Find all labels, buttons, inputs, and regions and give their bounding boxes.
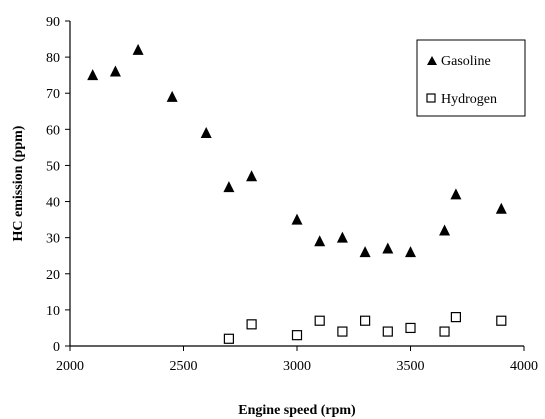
gasoline-point bbox=[439, 224, 451, 236]
y-tick-label: 0 bbox=[53, 340, 60, 355]
y-tick-label: 70 bbox=[46, 87, 60, 102]
gasoline-point bbox=[223, 181, 235, 193]
gasoline-point bbox=[359, 246, 371, 258]
hydrogen-point bbox=[439, 326, 450, 337]
gasoline-point bbox=[166, 90, 178, 102]
x-tick-label: 2500 bbox=[170, 359, 198, 374]
y-tick-label: 90 bbox=[46, 15, 60, 30]
gasoline-point bbox=[87, 69, 99, 81]
x-axis-ticks: 2000 2500 3000 3500 4000 bbox=[56, 346, 538, 374]
data-points bbox=[87, 43, 507, 344]
gasoline-point bbox=[200, 126, 212, 138]
y-tick-label: 40 bbox=[46, 196, 60, 211]
gasoline-point bbox=[405, 246, 416, 258]
legend-gasoline-marker bbox=[427, 56, 437, 65]
x-tick-label: 4000 bbox=[510, 359, 538, 374]
x-axis-title: Engine speed (rpm) bbox=[238, 403, 356, 418]
y-axis-ticks: 0 10 20 30 40 50 60 70 80 90 bbox=[46, 15, 70, 355]
y-tick-label: 80 bbox=[46, 51, 60, 66]
hydrogen-point bbox=[405, 322, 416, 334]
gasoline-point bbox=[314, 235, 326, 247]
gasoline-point bbox=[132, 43, 144, 55]
y-tick-label: 20 bbox=[46, 268, 60, 283]
hydrogen-point bbox=[450, 312, 461, 323]
y-tick-label: 50 bbox=[46, 159, 60, 174]
hydrogen-point bbox=[337, 326, 348, 337]
gasoline-point bbox=[246, 170, 258, 182]
hydrogen-point bbox=[291, 330, 303, 341]
hydrogen-point bbox=[496, 315, 507, 326]
gasoline-point bbox=[109, 65, 121, 77]
gasoline-point bbox=[382, 242, 394, 254]
x-tick-label: 3000 bbox=[283, 359, 311, 374]
hydrogen-point bbox=[314, 315, 325, 326]
y-tick-label: 60 bbox=[46, 123, 60, 138]
y-tick-label: 30 bbox=[46, 232, 60, 247]
y-axis-title: HC emission (ppm) bbox=[11, 125, 26, 241]
gasoline-point bbox=[495, 202, 507, 214]
y-tick-label: 10 bbox=[46, 304, 60, 319]
hydrogen-point bbox=[382, 326, 393, 337]
legend-gasoline-label: Gasoline bbox=[441, 54, 491, 69]
x-tick-label: 2000 bbox=[56, 359, 84, 374]
legend-hydrogen-label: Hydrogen bbox=[441, 92, 497, 107]
hydrogen-point bbox=[360, 315, 371, 326]
hydrogen-point bbox=[246, 319, 257, 330]
x-tick-label: 3500 bbox=[397, 359, 425, 374]
legend-hydrogen-marker bbox=[426, 93, 436, 103]
hydrogen-point bbox=[223, 333, 234, 344]
legend-box bbox=[416, 39, 526, 117]
gasoline-point bbox=[450, 188, 462, 200]
gasoline-point bbox=[291, 213, 303, 225]
legend: Gasoline Hydrogen bbox=[416, 39, 526, 117]
gasoline-point bbox=[336, 231, 348, 243]
